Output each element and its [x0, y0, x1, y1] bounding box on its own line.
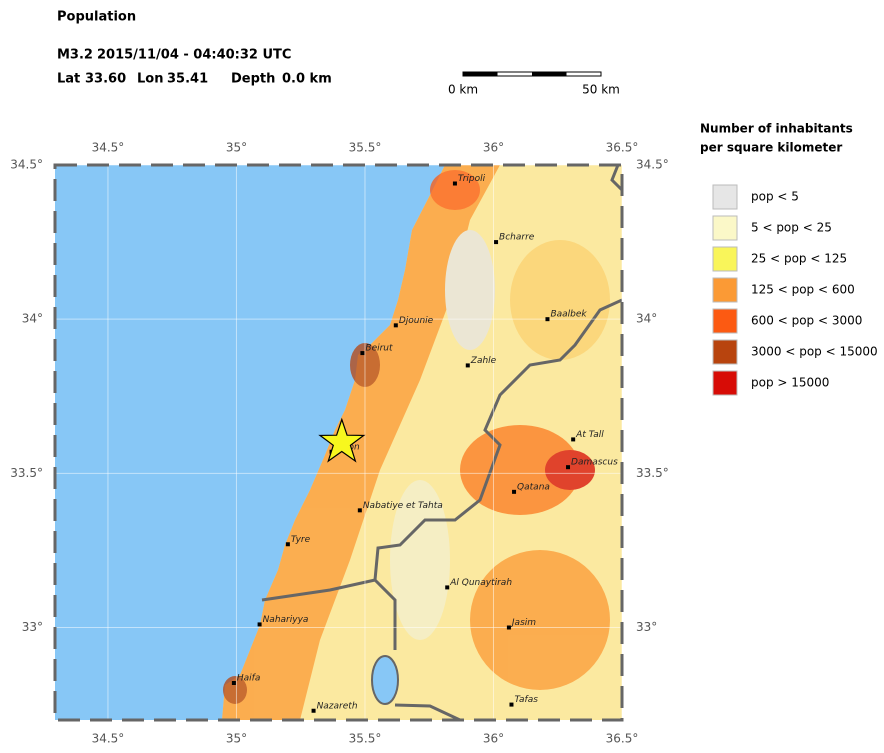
x-tick-label: 34.5°	[92, 732, 125, 746]
city-label: Beirut	[365, 344, 393, 354]
y-tick-label: 33°	[22, 620, 43, 634]
depth-label: Depth	[231, 72, 275, 87]
city-label: Zahle	[470, 356, 497, 366]
scale-bar: 0 km 50 km	[448, 71, 620, 97]
city-marker	[452, 181, 457, 186]
grid	[55, 165, 622, 720]
city-marker	[571, 437, 576, 442]
borders	[261, 165, 622, 720]
legend-label: 5 < pop < 25	[751, 221, 832, 235]
city-label: Jasim	[510, 618, 536, 628]
y-tick-label: 33.5°	[10, 466, 43, 480]
city-label: Tyre	[291, 535, 311, 545]
city-marker	[360, 351, 365, 356]
legend-label: 600 < pop < 3000	[751, 314, 862, 328]
lat-label: Lat	[57, 72, 80, 87]
map-frame	[53, 163, 624, 722]
y-tick-label: 33°	[636, 620, 657, 634]
x-tick-label: 35.5°	[349, 732, 382, 746]
depth-value: 0.0 km	[282, 72, 332, 87]
city-marker	[545, 317, 550, 322]
x-tick-label: 36°	[483, 141, 504, 155]
city-label: Qatana	[517, 482, 550, 492]
lon-value: 35.41	[167, 72, 208, 87]
lat-value: 33.60	[85, 72, 126, 87]
city-marker	[509, 702, 514, 707]
city-marker	[566, 465, 571, 470]
magnitude: M3.2	[57, 48, 93, 63]
legend-label: pop > 15000	[751, 376, 829, 390]
city-label: Baalbek	[550, 310, 587, 320]
x-tick-label: 35.5°	[349, 141, 382, 155]
city-label: Nahariyya	[263, 615, 309, 625]
title: Population	[57, 10, 136, 25]
city-label: Nabatiye et Tahta	[363, 501, 443, 511]
x-tick-label: 36°	[483, 732, 504, 746]
legend-swatch	[712, 246, 738, 272]
city-label: Damascus	[571, 458, 618, 468]
city-marker	[231, 681, 236, 685]
city-label: Djounie	[399, 316, 434, 326]
legend-swatch	[712, 308, 738, 334]
epicenter	[318, 417, 366, 463]
city-label: Nazareth	[317, 701, 358, 711]
city-label: Tripoli	[458, 174, 486, 184]
city-marker	[357, 508, 362, 513]
event-time: 2015/11/04 - 04:40:32 UTC	[97, 48, 291, 63]
city-label: Bcharre	[499, 233, 535, 243]
legend: pop < 5 5 < pop < 25 25 < pop < 125 125 < p…	[712, 184, 878, 396]
legend-label: 125 < pop < 600	[751, 283, 855, 297]
legend-swatch	[712, 215, 738, 241]
legend-label: pop < 5	[751, 190, 799, 204]
city-marker	[512, 489, 517, 494]
city-marker	[285, 542, 290, 547]
city-marker	[445, 585, 450, 590]
scale-end: 50 km	[582, 83, 620, 97]
legend-label: 3000 < pop < 15000	[751, 345, 878, 359]
city-marker	[494, 240, 499, 245]
legend-swatch	[712, 370, 738, 396]
x-tick-label: 36.5°	[606, 141, 639, 155]
population-density	[222, 165, 610, 720]
x-tick-label: 35°	[226, 141, 247, 155]
legend-title: per square kilometer	[700, 141, 842, 155]
legend-swatch	[712, 277, 738, 303]
map-area: TripoliBcharreBaalbekDjounieBeirutZahleS…	[55, 165, 622, 720]
legend-title: Number of inhabitants	[700, 122, 853, 136]
cities: TripoliBcharreBaalbekDjounieBeirutZahleS…	[231, 174, 618, 713]
y-tick-label: 33.5°	[636, 466, 669, 480]
city-label: Tafas	[514, 695, 538, 705]
scale-start: 0 km	[448, 83, 478, 97]
legend-swatch	[712, 184, 738, 210]
lon-label: Lon	[137, 72, 163, 87]
x-tick-label: 34.5°	[92, 141, 125, 155]
x-tick-label: 35°	[226, 732, 247, 746]
y-tick-label: 34.5°	[10, 158, 43, 172]
city-marker	[393, 323, 398, 328]
y-tick-label: 34°	[22, 312, 43, 326]
city-label: At Tall	[575, 430, 604, 440]
legend-label: 25 < pop < 125	[751, 252, 847, 266]
city-label: Haifa	[237, 674, 260, 684]
y-tick-label: 34°	[636, 312, 657, 326]
y-tick-label: 34.5°	[636, 158, 669, 172]
city-marker	[311, 708, 316, 713]
x-tick-label: 36.5°	[606, 732, 639, 746]
city-label: Al Qunaytirah	[449, 578, 512, 588]
city-marker	[506, 625, 511, 630]
lake	[371, 655, 399, 705]
city-marker	[257, 622, 262, 627]
ticks: 34.5° 34.5° 35° 35° 35.5° 35.5° 36° 36° 36.5° 36.…	[10, 141, 668, 746]
legend-swatch	[712, 339, 738, 365]
city-marker	[465, 363, 470, 368]
